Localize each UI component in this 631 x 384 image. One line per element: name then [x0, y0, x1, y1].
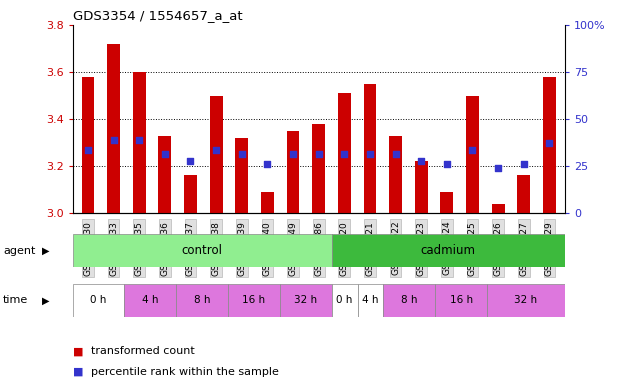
Bar [332, 284, 358, 317]
Point [237, 151, 247, 157]
Bar [312, 124, 325, 213]
Bar [338, 93, 351, 213]
Bar [384, 284, 435, 317]
Text: percentile rank within the sample: percentile rank within the sample [91, 367, 280, 377]
Bar [517, 175, 530, 213]
Bar [261, 192, 274, 213]
Text: 8 h: 8 h [401, 295, 418, 306]
Text: 16 h: 16 h [449, 295, 473, 306]
Bar [158, 136, 171, 213]
Point [545, 139, 555, 146]
Text: ■: ■ [73, 367, 83, 377]
Point [314, 151, 324, 157]
Bar [81, 77, 95, 213]
Point [519, 161, 529, 167]
Point [391, 151, 401, 157]
Text: 4 h: 4 h [362, 295, 379, 306]
Bar [487, 284, 565, 317]
Bar [332, 234, 565, 267]
Bar [492, 204, 505, 213]
Bar [176, 284, 228, 317]
Point [109, 137, 119, 143]
Text: 32 h: 32 h [294, 295, 317, 306]
Point [339, 151, 350, 157]
Point [468, 147, 478, 153]
Text: ■: ■ [73, 346, 83, 356]
Bar [228, 284, 280, 317]
Point [493, 166, 503, 172]
Bar [107, 44, 120, 213]
Text: 4 h: 4 h [142, 295, 158, 306]
Point [211, 147, 221, 153]
Bar [363, 84, 376, 213]
Bar [209, 96, 223, 213]
Bar [73, 234, 332, 267]
Text: ▶: ▶ [42, 245, 49, 256]
Point [365, 151, 375, 157]
Point [134, 137, 144, 143]
Bar [235, 138, 248, 213]
Text: time: time [3, 295, 28, 306]
Point [160, 151, 170, 157]
Text: 0 h: 0 h [336, 295, 353, 306]
Bar [435, 284, 487, 317]
Bar [466, 96, 479, 213]
Bar [124, 284, 176, 317]
Point [288, 151, 298, 157]
Text: ▶: ▶ [42, 295, 49, 306]
Text: GDS3354 / 1554657_a_at: GDS3354 / 1554657_a_at [73, 9, 242, 22]
Bar [415, 161, 428, 213]
Text: 0 h: 0 h [90, 295, 107, 306]
Point [416, 158, 427, 164]
Text: 16 h: 16 h [242, 295, 266, 306]
Point [442, 161, 452, 167]
Text: 32 h: 32 h [514, 295, 538, 306]
Bar [133, 72, 146, 213]
Text: agent: agent [3, 245, 35, 256]
Bar [184, 175, 197, 213]
Bar [358, 284, 384, 317]
Text: transformed count: transformed count [91, 346, 195, 356]
Bar [440, 192, 453, 213]
Bar [286, 131, 300, 213]
Bar [389, 136, 402, 213]
Point [83, 147, 93, 153]
Text: control: control [182, 244, 223, 257]
Text: cadmium: cadmium [421, 244, 476, 257]
Bar [543, 77, 556, 213]
Point [186, 158, 196, 164]
Text: 8 h: 8 h [194, 295, 210, 306]
Bar [280, 284, 332, 317]
Bar [73, 284, 124, 317]
Point [262, 161, 273, 167]
